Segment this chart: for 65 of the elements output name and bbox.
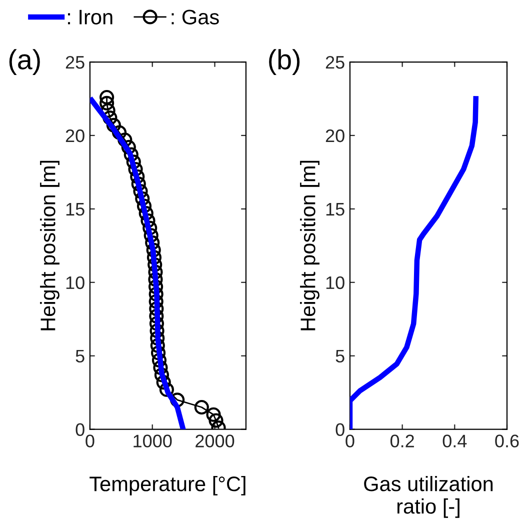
point [170,392,185,408]
point [150,330,165,346]
x-axis-title: Temperature [°C] [90,476,246,496]
point [146,250,162,265]
x-tick-label: 2000 [196,434,234,448]
x-tick-label: 0.4 [442,434,467,448]
x-axis-title: Gas utilization ratio [-] [364,476,493,518]
point [148,294,164,309]
point [124,147,138,162]
y-tick-label: 20 [66,129,84,142]
point [194,400,209,415]
point [148,272,163,287]
point [131,176,146,192]
x-tick-label: 0.2 [390,434,414,448]
y-tick-label: 15 [326,203,344,216]
y-axis-title: Height position [m] [40,160,60,330]
y-tick-label: 25 [326,56,344,69]
y-tick-label: 5 [336,350,344,363]
point [149,308,164,324]
x-tick-label: 0 [346,434,354,448]
y-tick-label: 0 [336,423,344,436]
y-tick-label: 5 [76,350,84,363]
point [133,184,148,199]
point [112,125,127,140]
point [142,220,158,236]
point [149,316,164,331]
legend-label: : Gas [172,10,219,24]
x-tick-label: 1000 [134,434,172,448]
y-tick-label: 0 [76,423,84,436]
point [121,140,136,155]
point [118,132,132,148]
y-tick-label: 15 [66,203,84,216]
point [153,360,168,375]
point [152,352,167,368]
x-tick-label: 0.6 [495,434,519,448]
y-tick-label: 25 [66,56,84,69]
point [149,302,164,316]
x-tick-label: 0 [86,434,94,448]
point [150,338,165,353]
text: (a) [9,49,40,75]
point [156,374,171,390]
text: (b) [269,49,300,75]
point [100,96,114,110]
point [100,90,114,105]
point [130,169,145,184]
y-tick-label: 20 [326,129,344,142]
point [154,368,170,382]
point [102,110,118,126]
y-tick-label: 10 [326,276,344,290]
point [135,191,150,206]
point [106,118,121,132]
point [148,257,162,272]
y-tick-label: 10 [66,276,84,290]
point [148,286,164,302]
point [128,162,143,177]
point [148,279,164,294]
y-axis-title: Height position [m] [300,160,320,330]
point [208,413,224,428]
point [150,324,164,338]
point [146,242,161,258]
point [126,154,141,170]
point [206,407,221,422]
point [150,346,166,360]
point [159,382,174,397]
legend-label: : Iron [68,10,112,24]
